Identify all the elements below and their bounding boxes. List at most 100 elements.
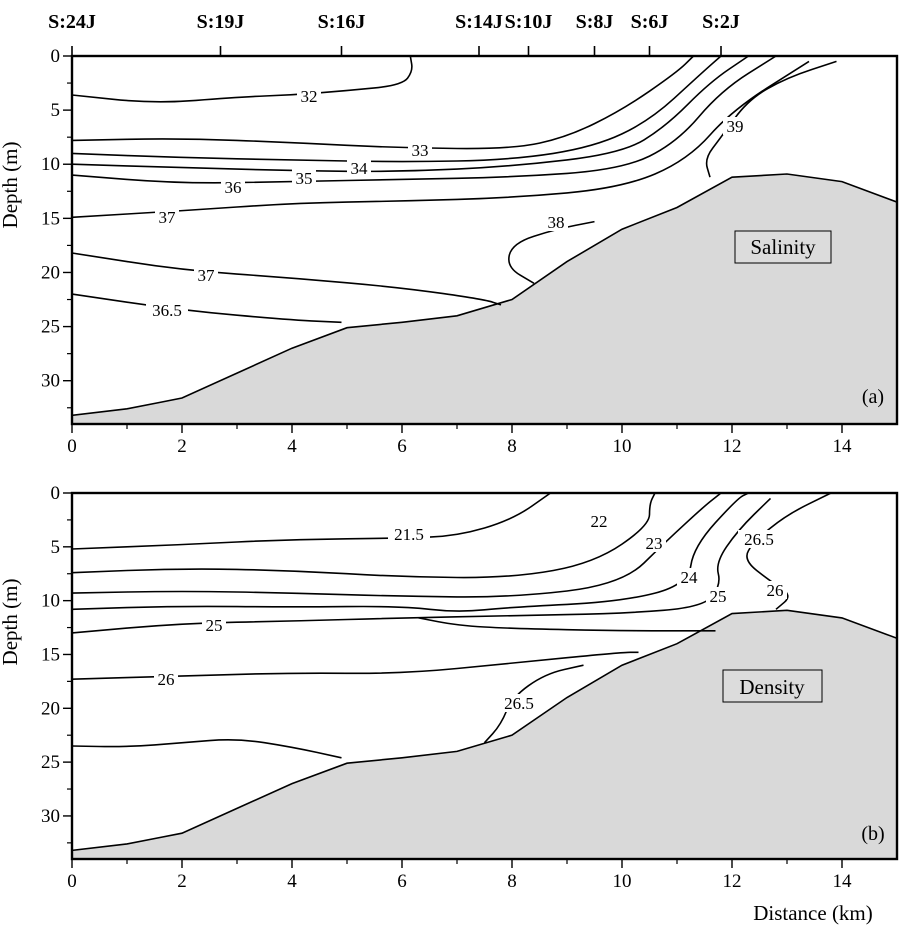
contour-label-bg <box>155 208 179 226</box>
salinity-bathymetry <box>71 173 898 425</box>
contour-label: 36.5 <box>152 301 182 320</box>
salinity-frame <box>70 54 899 426</box>
contour-label: 37 <box>198 266 216 285</box>
contour-label: 23 <box>646 534 663 553</box>
station-labels: S:24J S:19J S:16J S:14J S:10J S:8J S:6J S:2J <box>48 11 740 56</box>
contour-line-22 <box>71 492 656 579</box>
salinity-ticks: 0 2 4 6 8 10 12 14 0 5 10 15 20 25 30 <box>41 46 852 457</box>
contour-line-23 <box>71 492 722 598</box>
bathymetry-area <box>71 173 898 425</box>
x-tick-label: 14 <box>833 871 853 892</box>
contour-label: 26.5 <box>504 694 534 713</box>
x-tick-label: 6 <box>397 436 407 457</box>
salinity-panel: 32 33 34 35 36 37 37 36.5 38 39 0 2 4 6 8 10 12 14 0 5 10 15… <box>0 46 899 457</box>
plot-frame <box>70 491 899 861</box>
contour-line-26-5 <box>71 739 342 759</box>
salinity-label-box <box>734 230 832 264</box>
y-tick-label: 0 <box>51 483 61 504</box>
x-tick-label: 0 <box>67 871 77 892</box>
contour-label: 25 <box>206 616 223 635</box>
contour-line-26 <box>71 651 639 680</box>
y-tick-label: 15 <box>41 644 60 665</box>
x-tick-label: 4 <box>287 871 297 892</box>
y-tick-label: 30 <box>41 806 60 827</box>
y-tick-label: 10 <box>41 591 60 612</box>
station-label: S:24J <box>48 11 96 33</box>
y-tick-label: 5 <box>51 100 61 121</box>
station-label: S:6J <box>631 11 669 33</box>
station-label: S:19J <box>197 11 245 33</box>
contour-line-36-5 <box>71 293 342 324</box>
contour-line-33 <box>71 55 695 150</box>
x-tick-label: 2 <box>177 436 187 457</box>
contour-label-bg <box>642 534 666 552</box>
contour-label-bg <box>706 587 730 605</box>
contour-label: 22 <box>591 512 608 531</box>
contour-label: 26.5 <box>744 530 774 549</box>
station-label: S:8J <box>576 11 614 33</box>
density-panel-letter: (b) <box>861 823 884 845</box>
contour-line-35 <box>71 55 749 173</box>
contour-label: 32 <box>301 87 318 106</box>
contour-label: 35 <box>296 169 313 188</box>
x-tick-label: 12 <box>723 871 742 892</box>
contour-line-38 <box>508 220 595 284</box>
contour-label-bg <box>763 581 787 599</box>
contour-label: 36 <box>225 178 242 197</box>
density-bathymetry <box>71 609 898 860</box>
contour-label: 38 <box>548 213 565 232</box>
x-tick-label: 12 <box>723 436 742 457</box>
contour-label: 24 <box>681 568 699 587</box>
x-tick-label: 4 <box>287 436 297 457</box>
y-tick-label: 25 <box>41 752 60 773</box>
y-tick-label: 10 <box>41 154 60 175</box>
station-label: S:14J <box>455 11 503 33</box>
contour-label: 26 <box>767 581 784 600</box>
contour-label: 33 <box>412 141 429 160</box>
contour-label-bg <box>297 87 321 105</box>
contour-label-bg <box>194 266 218 284</box>
density-y-axis-label: Depth (m) <box>0 579 22 666</box>
contour-line-37 <box>71 252 502 306</box>
x-tick-label: 0 <box>67 436 77 457</box>
x-tick-label: 2 <box>177 871 187 892</box>
y-tick-label: 25 <box>41 317 60 338</box>
contour-label: 25 <box>710 587 727 606</box>
density-frame <box>70 491 899 861</box>
bathymetry-area <box>71 609 898 860</box>
y-tick-label: 15 <box>41 208 60 229</box>
contour-label-bg <box>388 525 430 543</box>
plot-frame <box>70 54 899 426</box>
density-contours <box>71 492 832 759</box>
contour-line-36 <box>71 55 777 184</box>
contour-line-24 <box>71 492 749 612</box>
contour-label-bg <box>221 178 245 196</box>
contour-label-bg <box>677 568 701 586</box>
station-label: S:10J <box>505 11 553 33</box>
contour-line-34 <box>71 55 722 163</box>
x-tick-label: 10 <box>613 871 632 892</box>
station-label: S:2J <box>702 11 740 33</box>
contour-line-32 <box>71 55 413 103</box>
y-tick-label: 30 <box>41 371 60 392</box>
y-tick-label: 20 <box>41 698 60 719</box>
contour-line-21-5 <box>71 492 551 550</box>
x-tick-label: 8 <box>507 871 517 892</box>
contour-label: 26 <box>158 670 175 689</box>
contour-label-bg <box>154 670 178 688</box>
density-label: Density <box>739 675 805 699</box>
contour-label-bg <box>738 530 780 548</box>
contour-label-bg <box>292 169 316 187</box>
contour-label-bg <box>544 213 568 231</box>
contour-label: 37 <box>159 208 177 227</box>
density-label-box <box>722 669 823 703</box>
contour-label: 39 <box>727 117 744 136</box>
density-contour-labels: 21.5 22 23 24 25 25 26 26.5 26 26.5 <box>154 512 787 713</box>
y-tick-label: 20 <box>41 262 60 283</box>
station-label: S:16J <box>318 11 366 33</box>
contour-label-bg <box>587 512 611 530</box>
contour-label-bg <box>498 694 540 712</box>
